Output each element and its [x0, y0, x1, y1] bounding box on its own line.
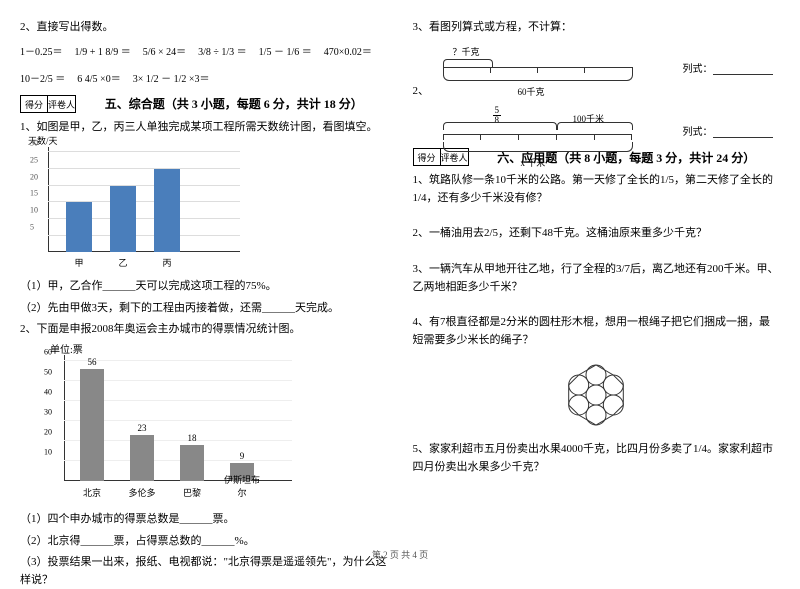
formula-blank: 列式：	[683, 60, 781, 75]
bracket-icon	[443, 59, 493, 67]
s6-q5: 5、家家利超市五月份卖出水果4000千克，比四月份多卖了1/4。家家利超市四月份…	[413, 441, 781, 476]
section-5-title: 五、综合题（共 3 小题，每题 6 分，共计 18 分）	[80, 95, 388, 112]
bar	[180, 445, 204, 481]
chart-votes: 单位:票 10203040506056北京23多伦多18巴黎9伊斯坦布尔	[40, 345, 300, 505]
diag2-bottom: 100千米	[573, 112, 605, 125]
eq: 1－0.25＝	[20, 43, 63, 58]
bracket-icon	[443, 71, 633, 81]
q2-direct-calc: 2、直接写出得数。	[20, 19, 388, 37]
eq: 10－2/5 ＝	[20, 70, 65, 85]
r-q3: 3、看图列算式或方程，不计算：	[413, 19, 781, 37]
axis-y	[48, 147, 49, 252]
diag1-bottom-label: 60千克	[518, 85, 545, 98]
s5-q1: 1、如图是甲，乙，丙三人单独完成某项工程所需天数统计图，看图填空。	[20, 119, 388, 137]
axis-y	[64, 355, 65, 481]
bracket-icon	[443, 142, 633, 152]
bar	[66, 202, 92, 252]
bracket-icon	[443, 122, 557, 130]
s5-q1-sub2: （2）先由甲做3天，剩下的工程由丙接着做，还需______天完成。	[20, 300, 388, 318]
s6-q3: 3、一辆汽车从甲地开往乙地，行了全程的3/7后，离乙地还有200千米。甲、乙两地…	[413, 261, 781, 296]
s5-q2: 2、下面是申报2008年奥运会主办城市的得票情况统计图。	[20, 321, 388, 339]
equations-list: 1－0.25＝ 1/9 + 1 8/9 ＝ 5/6 × 24＝ 3/8 ÷ 1/…	[20, 43, 388, 85]
eq: 5/6 × 24＝	[143, 43, 186, 58]
circles-diagram	[551, 355, 641, 435]
eq: 1/5 － 1/6 ＝	[259, 43, 312, 58]
eq: 3/8 ÷ 1/3 ＝	[198, 43, 247, 58]
chart-days: 天数/天 51015202530甲乙丙	[30, 142, 250, 272]
grader-label: 评卷人	[48, 95, 76, 113]
s5-q2-sub1: （1）四个申办城市的得票总数是______票。	[20, 511, 388, 529]
eq: 6 4/5 ×0＝	[77, 70, 120, 85]
diagram-1: ？千克 60千克 列式：	[433, 45, 781, 75]
formula-blank: 列式：	[683, 123, 781, 138]
diag2-under: x 千米	[521, 156, 546, 169]
chart2-unit: 单位:票	[50, 341, 83, 356]
bar	[130, 435, 154, 481]
page-footer: 第 2 页 共 4 页	[0, 548, 800, 561]
s6-q2: 2、一桶油用去2/5，还剩下48千克。这桶油原来重多少千克？	[413, 225, 781, 243]
section-5-header: 得分 评卷人 五、综合题（共 3 小题，每题 6 分，共计 18 分）	[20, 95, 388, 113]
score-label: 得分	[20, 95, 48, 113]
eq: 470×0.02＝	[324, 43, 372, 58]
s5-q1-sub1: （1）甲，乙合作______天可以完成这项工程的75%。	[20, 278, 388, 296]
bar	[154, 169, 180, 252]
eq: 3× 1/2 － 1/2 ×3＝	[133, 70, 210, 85]
bar	[110, 186, 136, 253]
diag1-top-label: ？千克	[453, 45, 480, 58]
s6-q4: 4、有7根直径都是2分米的圆柱形木棍，想用一根绳子把它们捆成一捆，最短需要多少米…	[413, 314, 781, 349]
diagram-2: 58 100千米 x 千米 列式：	[433, 108, 781, 138]
bar	[80, 369, 104, 481]
eq: 1/9 + 1 8/9 ＝	[75, 43, 131, 58]
